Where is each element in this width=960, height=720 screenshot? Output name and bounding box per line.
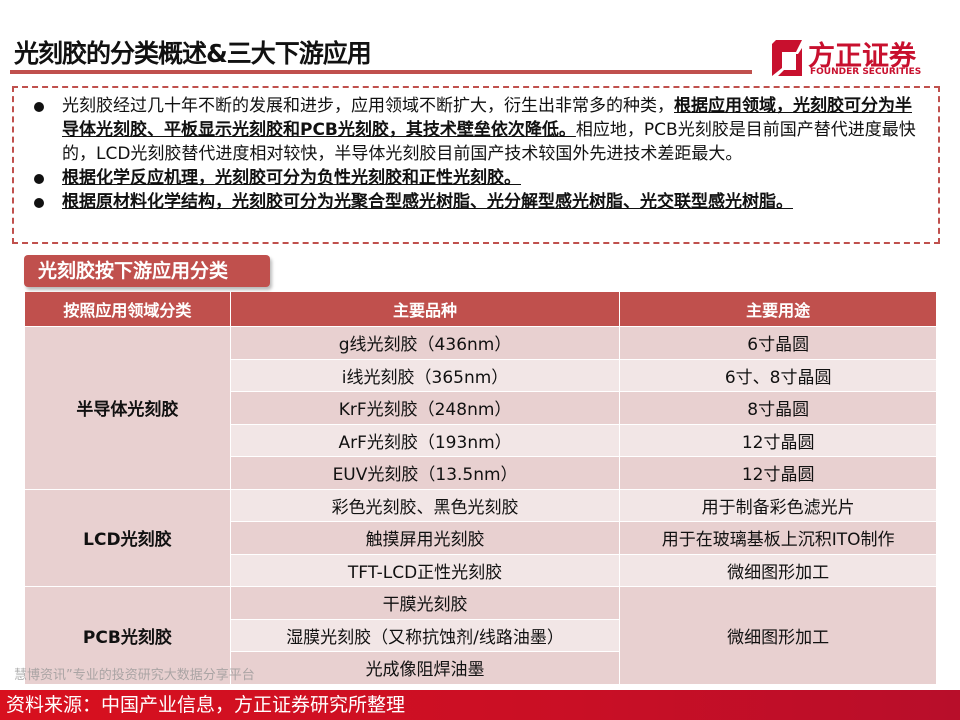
use-cell: 用于在玻璃基板上沉积ITO制作	[619, 521, 937, 555]
use-cell: 用于制备彩色滤光片	[619, 488, 937, 522]
logo-cn: 方正证券	[808, 41, 916, 72]
founder-securities-logo: 方正证券 FOUNDER SECURITIES	[768, 36, 938, 80]
table-header-row: 按照应用领域分类 主要品种 主要用途	[24, 292, 937, 327]
bullet-2-text: 根据化学反应机理，光刻胶可分为负性光刻胶和正性光刻胶。	[62, 168, 521, 188]
use-cell: 微细图形加工	[619, 553, 937, 587]
variety-cell: ArF光刻胶（193nm）	[229, 423, 621, 457]
variety-cell: g线光刻胶（436nm）	[229, 326, 621, 360]
source-footer: 资料来源：中国产业信息，方正证券研究所整理	[0, 690, 960, 720]
variety-cell: TFT-LCD正性光刻胶	[229, 553, 621, 587]
table-row: 半导体光刻胶 g线光刻胶（436nm） 6寸晶圆	[24, 326, 937, 490]
category-cell: LCD光刻胶	[24, 488, 231, 587]
use-cell: 12寸晶圆	[619, 423, 937, 457]
table-row: LCD光刻胶 彩色光刻胶、黑色光刻胶 用于制备彩色滤光片	[24, 488, 937, 587]
logo-mark-icon	[772, 40, 802, 76]
variety-cell: KrF光刻胶（248nm）	[229, 391, 621, 425]
use-cell: 6寸、8寸晶圆	[619, 358, 937, 392]
bullet-1: 光刻胶经过几十年不断的发展和进步，应用领域不断扩大，衍生出非常多的种类，根据应用…	[24, 94, 926, 166]
table-row: ArF光刻胶（193nm） 12寸晶圆	[25, 423, 937, 457]
bullet-1-text: 光刻胶经过几十年不断的发展和进步，应用领域不断扩大，衍生出非常多的种类，	[62, 96, 674, 116]
variety-cell: 光成像阻焊油墨	[229, 651, 621, 685]
application-table: 按照应用领域分类 主要品种 主要用途 半导体光刻胶 g线光刻胶（436nm） 6寸晶…	[24, 292, 937, 685]
bullet-3: 根据原材料化学结构，光刻胶可分为光聚合型感光树脂、光分解型感光树脂、光交联型感光…	[24, 190, 926, 214]
logo-en: FOUNDER SECURITIES	[810, 67, 922, 77]
category-cell: 半导体光刻胶	[24, 326, 231, 490]
table-row: 光成像阻焊油墨	[25, 651, 937, 685]
table-row: EUV光刻胶（13.5nm） 12寸晶圆	[25, 456, 937, 490]
table-row: 触摸屏用光刻胶 用于在玻璃基板上沉积ITO制作	[25, 521, 937, 555]
category-cell: PCB光刻胶	[24, 586, 231, 685]
table-row: PCB光刻胶 干膜光刻胶 微细图形加工	[24, 586, 937, 685]
header-category: 按照应用领域分类	[24, 292, 231, 327]
intro-box: 光刻胶经过几十年不断的发展和进步，应用领域不断扩大，衍生出非常多的种类，根据应用…	[12, 86, 940, 244]
bullet-3-text: 根据原材料化学结构，光刻胶可分为光聚合型感光树脂、光分解型感光树脂、光交联型感光…	[62, 192, 793, 212]
table-row: KrF光刻胶（248nm） 8寸晶圆	[25, 391, 937, 425]
variety-cell: 彩色光刻胶、黑色光刻胶	[229, 488, 621, 522]
section-heading: 光刻胶按下游应用分类	[24, 255, 270, 287]
use-cell: 12寸晶圆	[619, 456, 937, 490]
variety-cell: 干膜光刻胶	[229, 586, 621, 620]
watermark: 慧博资讯”专业的投资研究大数据分享平台	[14, 668, 255, 683]
header-variety: 主要品种	[229, 292, 621, 327]
bullet-2: 根据化学反应机理，光刻胶可分为负性光刻胶和正性光刻胶。	[24, 166, 926, 190]
use-cell: 微细图形加工	[619, 586, 937, 685]
variety-cell: 湿膜光刻胶（又称抗蚀剂/线路油墨）	[229, 618, 621, 652]
bullet-dot-icon	[34, 174, 44, 184]
bullet-1-text-2: 相应地，PCB光刻胶是目前国产替代进度最快的，LCD光刻胶替代进度相对较快，半导…	[62, 120, 916, 164]
bullet-1-emphasis: 根据应用领域，光刻胶可分为半导体光刻胶、平板显示光刻胶和PCB光刻胶，其技术壁垒…	[62, 96, 912, 140]
use-cell: 6寸晶圆	[619, 326, 937, 360]
table-row: TFT-LCD正性光刻胶 微细图形加工	[25, 553, 937, 587]
variety-cell: i线光刻胶（365nm）	[229, 358, 621, 392]
bullet-dot-icon	[34, 198, 44, 208]
page-title: 光刻胶的分类概述&三大下游应用	[14, 39, 372, 68]
title-divider	[10, 70, 752, 74]
variety-cell: EUV光刻胶（13.5nm）	[229, 456, 621, 490]
table-row: 湿膜光刻胶（又称抗蚀剂/线路油墨）	[25, 618, 937, 652]
header-use: 主要用途	[619, 292, 937, 327]
bullet-dot-icon	[34, 102, 44, 112]
variety-cell: 触摸屏用光刻胶	[229, 521, 621, 555]
use-cell: 8寸晶圆	[619, 391, 937, 425]
